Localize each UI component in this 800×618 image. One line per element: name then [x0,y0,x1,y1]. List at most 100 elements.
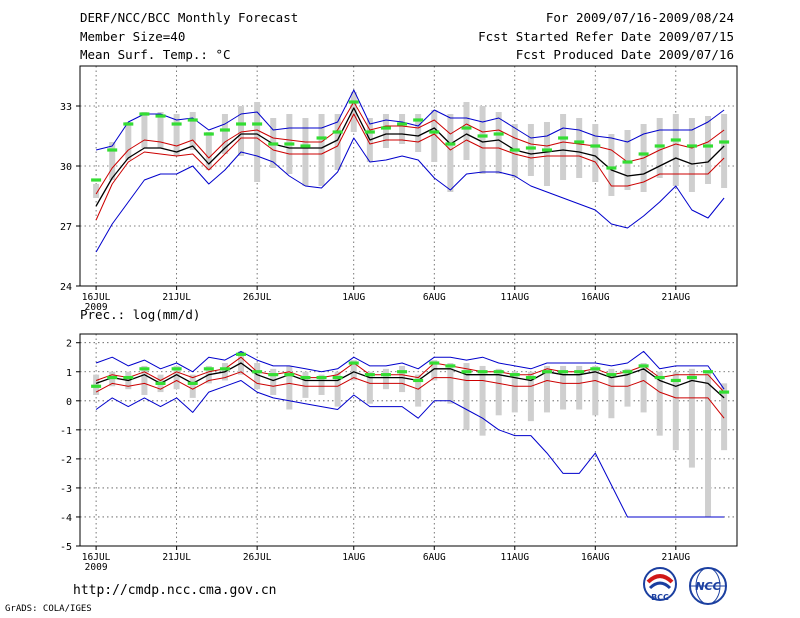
observed-marker [622,370,633,374]
member-box [221,114,228,154]
observed-marker [236,352,247,356]
observed-marker [719,140,730,144]
x-tick-label: 16AUG [581,552,610,563]
variable-label: Mean Surf. Temp.: °C [80,47,231,62]
member-box [157,112,164,148]
member-box [173,365,180,390]
ncc-logo-text: NCC [695,580,720,593]
member-box [318,114,325,186]
member-size-label: Member Size=40 [80,29,186,44]
bcc-logo-text: BCC [651,593,669,602]
observed-marker [171,367,182,371]
y-tick-label: 27 [60,222,72,233]
observed-marker [413,118,424,122]
observed-marker [332,130,343,134]
observed-marker [171,122,182,126]
observed-marker [380,373,391,377]
observed-marker [139,112,150,116]
observed-marker [493,132,504,136]
ncc-logo: NCC [689,567,727,605]
y-tick-label: 33 [60,102,72,113]
x-tick-year: 2009 [85,562,108,573]
x-tick-label: 6AUG [423,552,446,563]
member-box [495,112,502,174]
observed-marker [380,126,391,130]
observed-marker [397,122,408,126]
source-url[interactable]: http://cmdp.ncc.cma.gov.cn [73,583,277,598]
member-box [721,383,728,451]
member-box [189,112,196,150]
member-box [125,122,132,160]
observed-marker [477,370,488,374]
member-box [382,114,389,148]
x-tick-label: 11AUG [500,292,529,303]
observed-marker [574,140,585,144]
plot-frame [79,65,738,287]
member-box [109,142,116,180]
y-tick-label: 1 [66,368,72,379]
observed-marker [558,370,569,374]
observed-marker [364,373,375,377]
observed-marker [703,144,714,148]
y-tick-label: -5 [60,542,72,553]
observed-marker [187,381,198,385]
y-tick-label: 24 [60,282,72,293]
observed-marker [606,166,617,170]
member-box [415,374,422,407]
observed-marker [348,361,359,365]
member-box [576,365,583,410]
member-box [415,114,422,152]
observed-marker [686,144,697,148]
member-box [463,363,470,430]
observed-marker [348,100,359,104]
x-tick-label: 1AUG [342,292,365,303]
observed-marker [364,130,375,134]
observed-marker [107,148,118,152]
plot-frame [79,333,738,547]
member-box [672,114,679,186]
member-box [270,368,277,395]
observed-marker [268,142,279,146]
observed-marker [91,384,102,388]
series-line-max [95,350,725,390]
member-box [656,118,663,178]
forecast-period: For 2009/07/16-2009/08/24 [545,10,734,25]
member-box [721,114,728,188]
member-box [399,365,406,393]
observed-marker [123,122,134,126]
member-box [302,371,309,398]
series-line-max_member [95,356,725,393]
x-tick-label: 21JUL [162,292,191,303]
member-box [318,374,325,395]
series-line-min_member [95,371,725,419]
observed-marker [638,364,649,368]
member-box [608,134,615,196]
observed-marker [187,118,198,122]
grads-credit: GrADS: COLA/IGES [5,604,92,614]
member-box [527,124,534,176]
y-tick-label: 2 [66,339,72,350]
observed-marker [316,375,327,380]
member-box [608,368,615,419]
member-box [382,368,389,390]
observed-marker [268,373,279,377]
observed-marker [719,390,730,394]
observed-marker [139,367,150,371]
y-tick-label: -4 [60,513,72,524]
member-box [592,124,599,182]
member-box [254,102,261,182]
observed-marker [638,152,649,156]
observed-marker [203,367,214,371]
observed-marker [445,364,456,368]
member-box [350,92,357,132]
x-tick-label: 26JUL [243,292,272,303]
observed-marker [622,160,633,164]
series-line-mean [95,107,725,207]
observed-marker [252,370,263,374]
observed-marker [558,136,569,140]
x-tick-label: 21JUL [162,552,191,563]
x-tick-label: 21AUG [662,552,691,563]
observed-marker [397,370,408,374]
